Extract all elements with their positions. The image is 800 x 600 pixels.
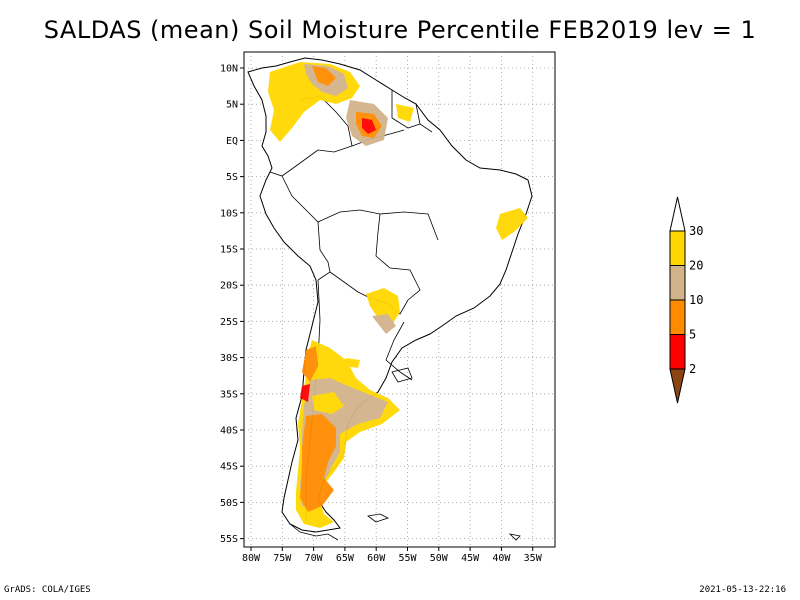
- lat-tick-label: 10N: [220, 64, 238, 75]
- legend-level-label: 30: [689, 224, 703, 238]
- lat-tick-label: 40S: [220, 426, 238, 437]
- lon-tick-label: 50W: [430, 553, 449, 564]
- legend-swatch: [669, 265, 686, 301]
- lon-tick-label: 60W: [367, 553, 386, 564]
- legend-swatch: [669, 230, 686, 266]
- lat-tick-label: 20S: [220, 281, 238, 292]
- lon-tick-label: 75W: [273, 553, 292, 564]
- lat-tick-label: 15S: [220, 245, 238, 256]
- legend-level-label: 20: [689, 259, 703, 273]
- lat-tick-label: 50S: [220, 498, 238, 509]
- lat-tick-label: 30S: [220, 353, 238, 364]
- lon-tick-label: 35W: [524, 553, 543, 564]
- lon-tick-label: 70W: [305, 553, 324, 564]
- lat-tick-label: 25S: [220, 317, 238, 328]
- legend-swatch: [669, 334, 686, 370]
- shading-layer: [268, 62, 528, 528]
- lon-tick-label: 65W: [336, 553, 355, 564]
- lon-tick-label: 55W: [398, 553, 417, 564]
- legend-cap-top: [669, 196, 686, 232]
- legend-level-label: 10: [689, 293, 703, 307]
- lat-tick-label: 10S: [220, 208, 238, 219]
- lon-tick-label: 80W: [242, 553, 261, 564]
- legend-cap-bottom: [669, 368, 686, 404]
- lon-tick-label: 45W: [461, 553, 480, 564]
- legend-swatch: [669, 299, 686, 335]
- map-title: SALDAS (mean) Soil Moisture Percentile F…: [43, 16, 757, 44]
- lat-tick-label: 45S: [220, 462, 238, 473]
- footer-timestamp: 2021-05-13-22:16: [699, 585, 786, 595]
- lon-tick-label: 40W: [492, 553, 511, 564]
- lat-tick-label: 5N: [226, 100, 238, 111]
- lat-tick-label: 5S: [226, 172, 238, 183]
- lat-tick-label: EQ: [226, 136, 238, 147]
- legend-level-label: 5: [689, 328, 696, 342]
- legend-level-label: 2: [689, 362, 696, 376]
- lat-tick-label: 55S: [220, 534, 238, 545]
- latitude-ticks: 10N 5N EQ 5S 10S 15S 20S 25S 30S 35S 40S 45S 50S 55S: [220, 64, 244, 545]
- footer-credit: GrADS: COLA/IGES: [4, 585, 91, 595]
- color-legend: 30 20 10 5 2: [669, 196, 703, 404]
- longitude-ticks: 80W 75W 70W 65W 60W 55W 50W 45W 40W 35W: [242, 547, 543, 564]
- islands: [289, 367, 521, 541]
- lat-tick-label: 35S: [220, 389, 238, 400]
